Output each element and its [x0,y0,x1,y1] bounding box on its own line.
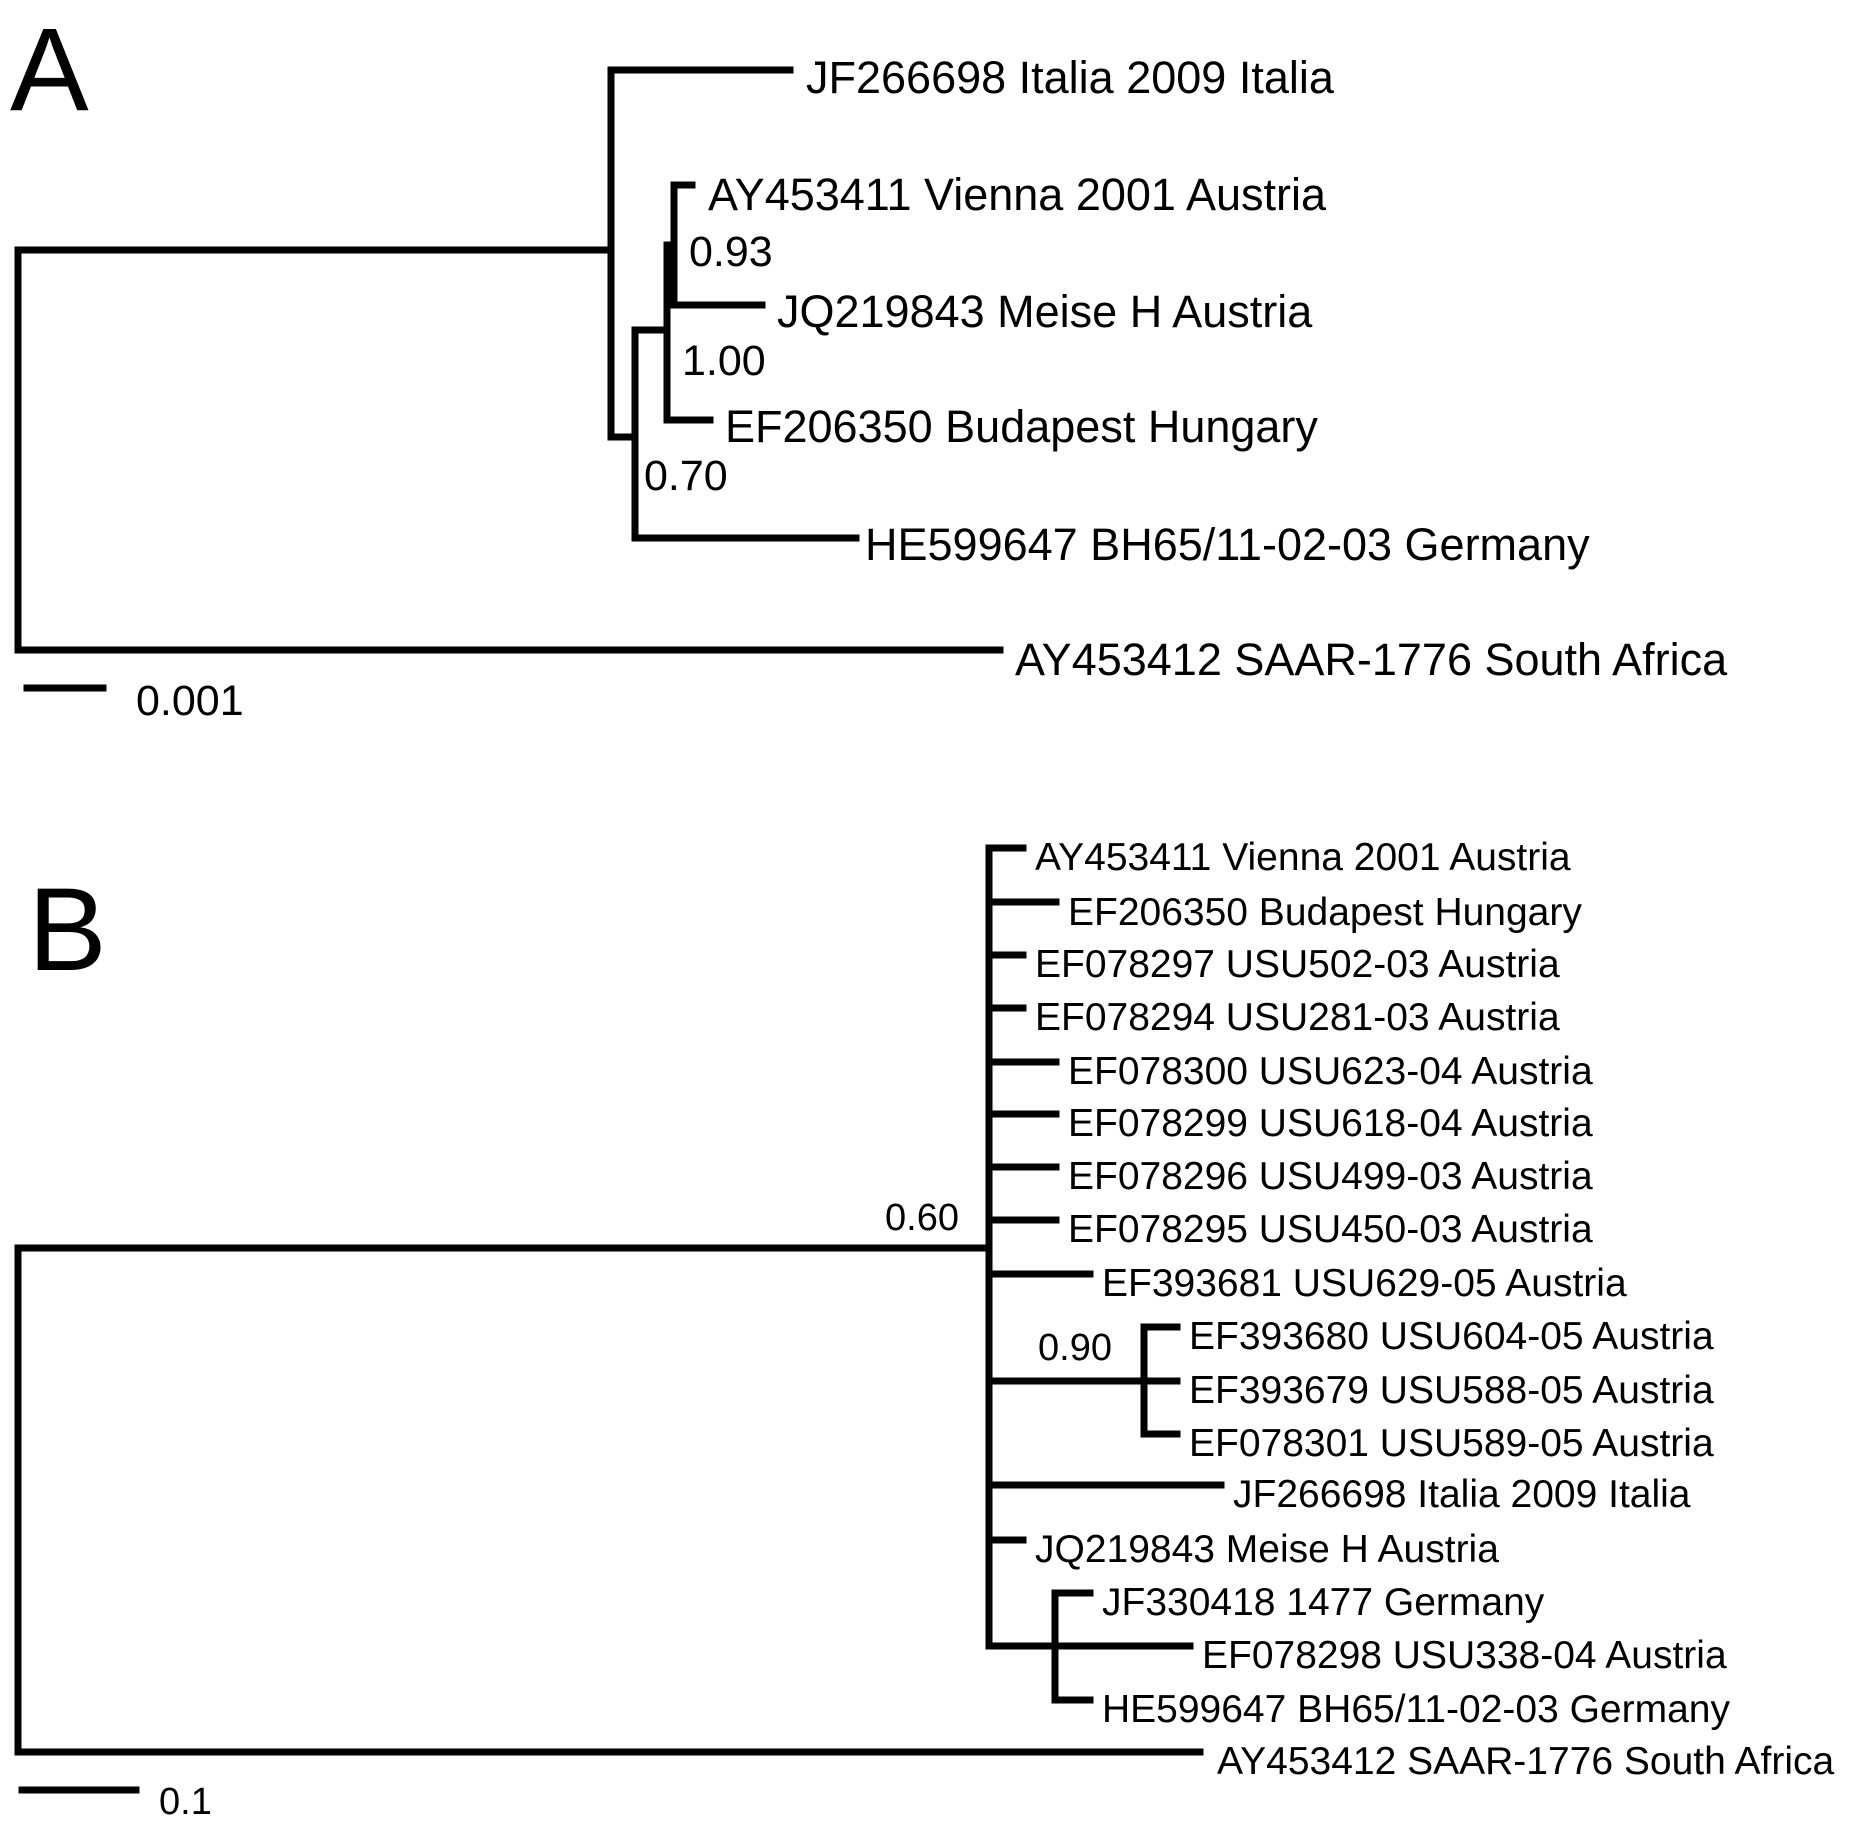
support-value: 0.60 [885,1197,959,1239]
leaf-label: EF078300 USU623-04 Austria [1068,1050,1593,1093]
leaf-label: JF330418 1477 Germany [1102,1581,1545,1624]
panel-a-branches [14,66,1004,654]
leaf-label: EF078297 USU502-03 Austria [1035,943,1560,986]
panel-a-scale-bar: 0.001 [23,677,244,725]
support-value: 0.90 [1038,1327,1112,1369]
leaf-label: JF266698 Italia 2009 Italia [1233,1473,1691,1516]
panel-a-support-values: 0.93 1.00 0.70 [644,228,773,500]
leaf-label: EF393679 USU588-05 Austria [1189,1369,1714,1412]
leaf-label: EF078295 USU450-03 Austria [1068,1208,1593,1251]
leaf-label: HE599647 BH65/11-02-03 Germany [865,519,1590,570]
leaf-label: EF393680 USU604-05 Austria [1189,1315,1714,1358]
panel-a-letter: A [10,4,89,136]
leaf-label: JQ219843 Meise H Austria [777,286,1313,337]
panel-b-branches [14,844,1225,1756]
panel-b-leaf-labels: AY453411 Vienna 2001 Austria EF206350 Bu… [1035,836,1834,1783]
leaf-label: EF078296 USU499-03 Austria [1068,1155,1593,1198]
leaf-label: JQ219843 Meise H Austria [1035,1528,1499,1571]
scale-bar-label: 0.001 [136,677,244,725]
leaf-label: EF078301 USU589-05 Austria [1189,1422,1714,1465]
leaf-label: EF206350 Budapest Hungary [1068,891,1582,934]
leaf-label: AY453412 SAAR-1776 South Africa [1217,1740,1834,1783]
panel-b: B [14,836,1834,1823]
support-value: 0.70 [644,452,728,500]
leaf-label: AY453412 SAAR-1776 South Africa [1015,634,1728,685]
panel-b-support-values: 0.60 0.90 [885,1197,1112,1369]
panel-b-scale-bar: 0.1 [18,1781,212,1823]
leaf-label: AY453411 Vienna 2001 Austria [708,169,1327,220]
support-value: 0.93 [689,228,773,276]
panel-a: A [10,4,1728,725]
leaf-label: EF206350 Budapest Hungary [725,401,1318,452]
panel-b-letter: B [28,864,107,996]
leaf-label: EF078298 USU338-04 Austria [1202,1634,1727,1677]
support-value: 1.00 [682,337,766,385]
leaf-label: JF266698 Italia 2009 Italia [806,52,1335,103]
leaf-label: EF078294 USU281-03 Austria [1035,996,1560,1039]
leaf-label: EF393681 USU629-05 Austria [1102,1262,1627,1305]
leaf-label: AY453411 Vienna 2001 Austria [1035,836,1571,879]
panel-a-leaf-labels: JF266698 Italia 2009 Italia AY453411 Vie… [708,52,1728,685]
scale-bar-label: 0.1 [159,1781,212,1823]
leaf-label: HE599647 BH65/11-02-03 Germany [1102,1688,1730,1731]
leaf-label: EF078299 USU618-04 Austria [1068,1102,1593,1145]
